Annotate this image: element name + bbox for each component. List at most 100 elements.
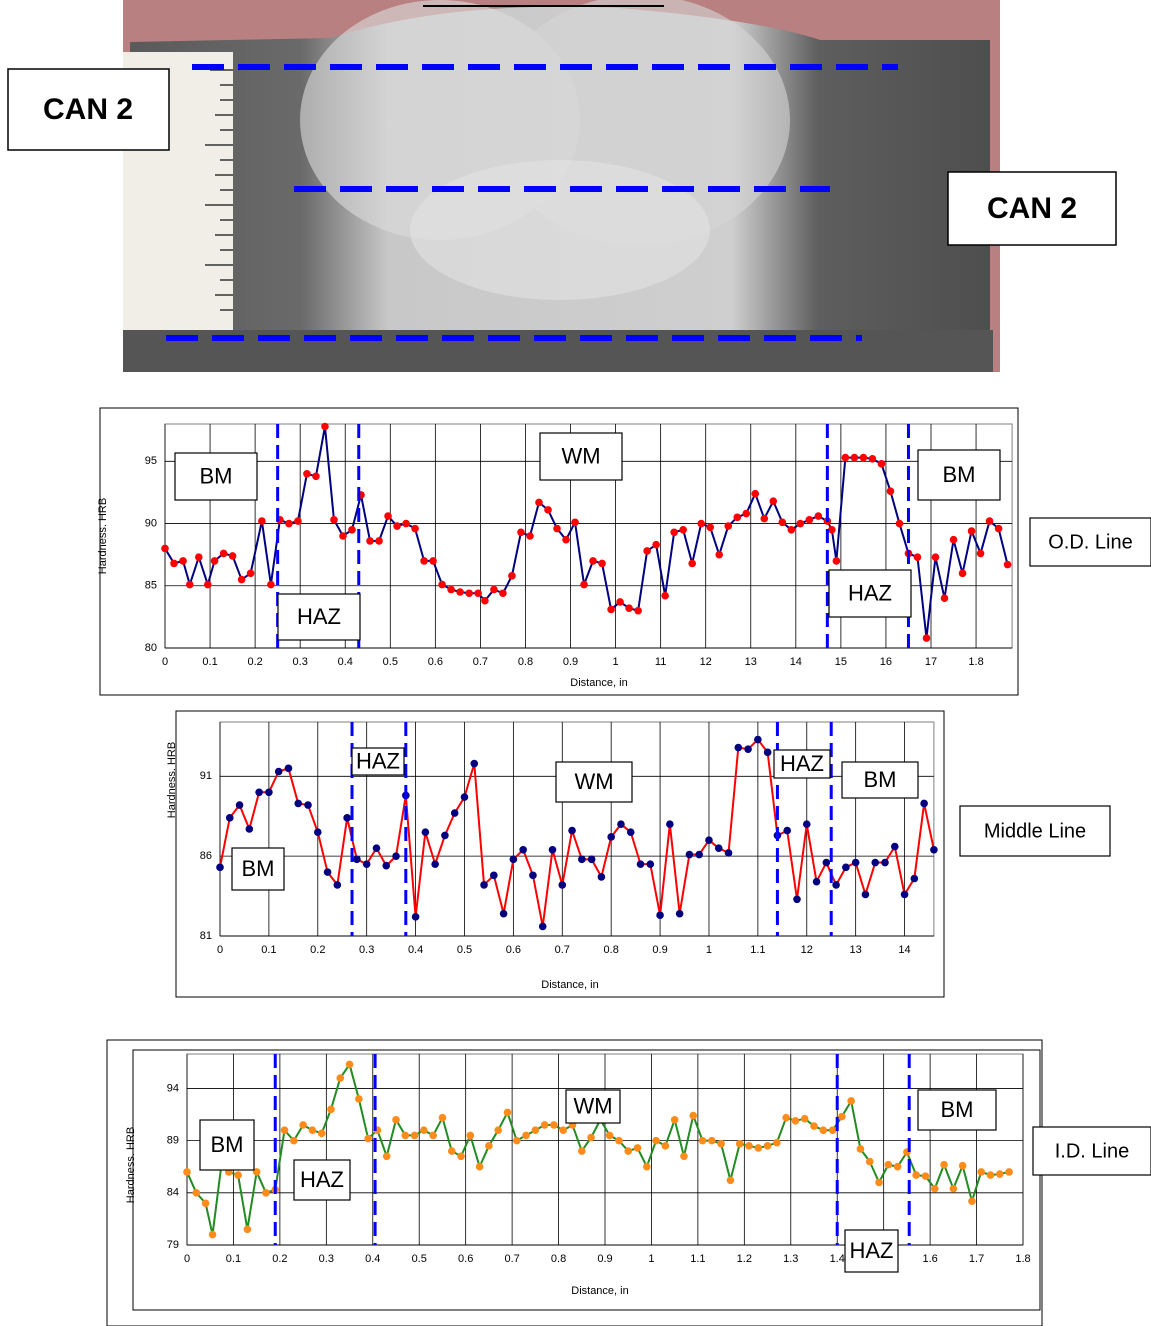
- label-box: [7, 68, 170, 151]
- data-point: [769, 497, 778, 505]
- data-point: [607, 605, 615, 614]
- annotation-box: [351, 747, 405, 776]
- data-point: [568, 826, 576, 835]
- series-label-box: [959, 805, 1111, 857]
- x-tick-label: 1: [613, 656, 619, 668]
- annotation-box: [844, 1229, 899, 1273]
- data-point: [745, 1142, 753, 1150]
- data-point: [763, 1142, 772, 1150]
- data-point: [832, 557, 841, 565]
- data-point: [805, 516, 814, 524]
- x-tick-label: 1.8: [1015, 1253, 1030, 1265]
- annotation: HAZ: [297, 604, 341, 629]
- annotation: HAZ: [780, 751, 824, 776]
- annotation-box: [539, 432, 623, 481]
- data-point: [508, 572, 516, 580]
- data-point: [447, 1147, 456, 1155]
- series-label: Middle Line: [984, 820, 1086, 842]
- data-point: [170, 559, 178, 568]
- data-point: [161, 544, 169, 553]
- data-point: [571, 518, 579, 527]
- data-point: [688, 559, 696, 568]
- x-tick-label: 1: [648, 1253, 654, 1265]
- data-point: [680, 1152, 688, 1161]
- data-point: [219, 549, 228, 558]
- data-point: [299, 1121, 307, 1129]
- data-point: [336, 1074, 345, 1082]
- data-point: [895, 519, 904, 528]
- can-label: CAN 2: [43, 93, 133, 126]
- label-box: [947, 171, 1117, 246]
- data-point: [333, 881, 342, 889]
- x-tick-label: 12: [801, 944, 813, 956]
- data-point: [420, 1126, 428, 1134]
- data-point: [670, 528, 678, 537]
- data-point: [793, 895, 801, 904]
- data-point: [421, 828, 430, 836]
- data-point: [661, 591, 669, 600]
- data-point: [375, 537, 383, 545]
- y-tick-label: 95: [145, 455, 157, 467]
- data-point: [643, 547, 651, 555]
- annotation: HAZ: [300, 1167, 344, 1192]
- chart: 81 86 91 0 0.1 0.2 0.3 0.4 0.5 0.6 0.7 0.8 0.9 1 1.1 12…: [166, 710, 1111, 998]
- data-point: [724, 522, 733, 530]
- data-point: [362, 860, 371, 868]
- x-tick-label: 0: [184, 1253, 190, 1265]
- annotation: HAZ: [848, 580, 892, 605]
- data-point: [1005, 1168, 1013, 1176]
- data-point: [598, 559, 606, 568]
- data-point: [783, 826, 792, 835]
- data-point: [900, 890, 909, 899]
- data-point: [910, 874, 919, 883]
- data-point: [726, 1176, 735, 1185]
- weld-photo: CAN 2 CAN 2: [7, 0, 1117, 372]
- data-point: [893, 1162, 902, 1171]
- data-point: [553, 524, 561, 533]
- x-tick-label: 17: [925, 656, 937, 668]
- data-point: [204, 580, 212, 589]
- y-tick-label: 90: [145, 517, 157, 529]
- data-point: [353, 855, 361, 864]
- x-tick-label: 13: [850, 944, 862, 956]
- data-point: [949, 535, 958, 544]
- data-point: [450, 809, 459, 817]
- data-point: [348, 525, 356, 534]
- data-point: [886, 487, 895, 496]
- data-point: [847, 1097, 855, 1105]
- data-point: [580, 580, 588, 589]
- annotation: HAZ: [850, 1238, 894, 1263]
- data-point: [920, 799, 928, 808]
- data-point: [460, 793, 469, 801]
- x-tick-label: 13: [745, 656, 757, 668]
- data-point: [734, 743, 743, 752]
- x-tick-label: 1.7: [969, 1253, 984, 1265]
- data-point: [246, 569, 255, 578]
- data-point: [538, 922, 547, 931]
- x-axis-label: Distance, in: [570, 677, 627, 689]
- data-point: [392, 852, 400, 860]
- data-point: [192, 1189, 201, 1197]
- x-tick-label: 0.9: [652, 944, 667, 956]
- data-point: [812, 877, 821, 886]
- data-point: [666, 820, 674, 829]
- x-tick-label: 0.3: [359, 944, 374, 956]
- y-axis-label: Hardness. HRB: [125, 1127, 137, 1203]
- data-point: [411, 913, 420, 921]
- data-point: [856, 1145, 865, 1153]
- data-point: [871, 858, 880, 867]
- data-point: [796, 519, 805, 528]
- data-point: [819, 1126, 828, 1134]
- x-tick-label: 0.1: [261, 944, 276, 956]
- annotation-box: [917, 449, 1001, 501]
- data-point: [706, 523, 715, 532]
- data-point: [235, 801, 244, 809]
- data-point: [742, 509, 751, 518]
- data-point: [697, 519, 705, 528]
- data-point: [875, 1178, 883, 1187]
- data-point: [490, 585, 498, 594]
- data-point: [698, 1136, 707, 1145]
- data-point: [931, 553, 940, 561]
- x-tick-label: 0.8: [518, 656, 533, 668]
- data-point: [754, 1144, 763, 1152]
